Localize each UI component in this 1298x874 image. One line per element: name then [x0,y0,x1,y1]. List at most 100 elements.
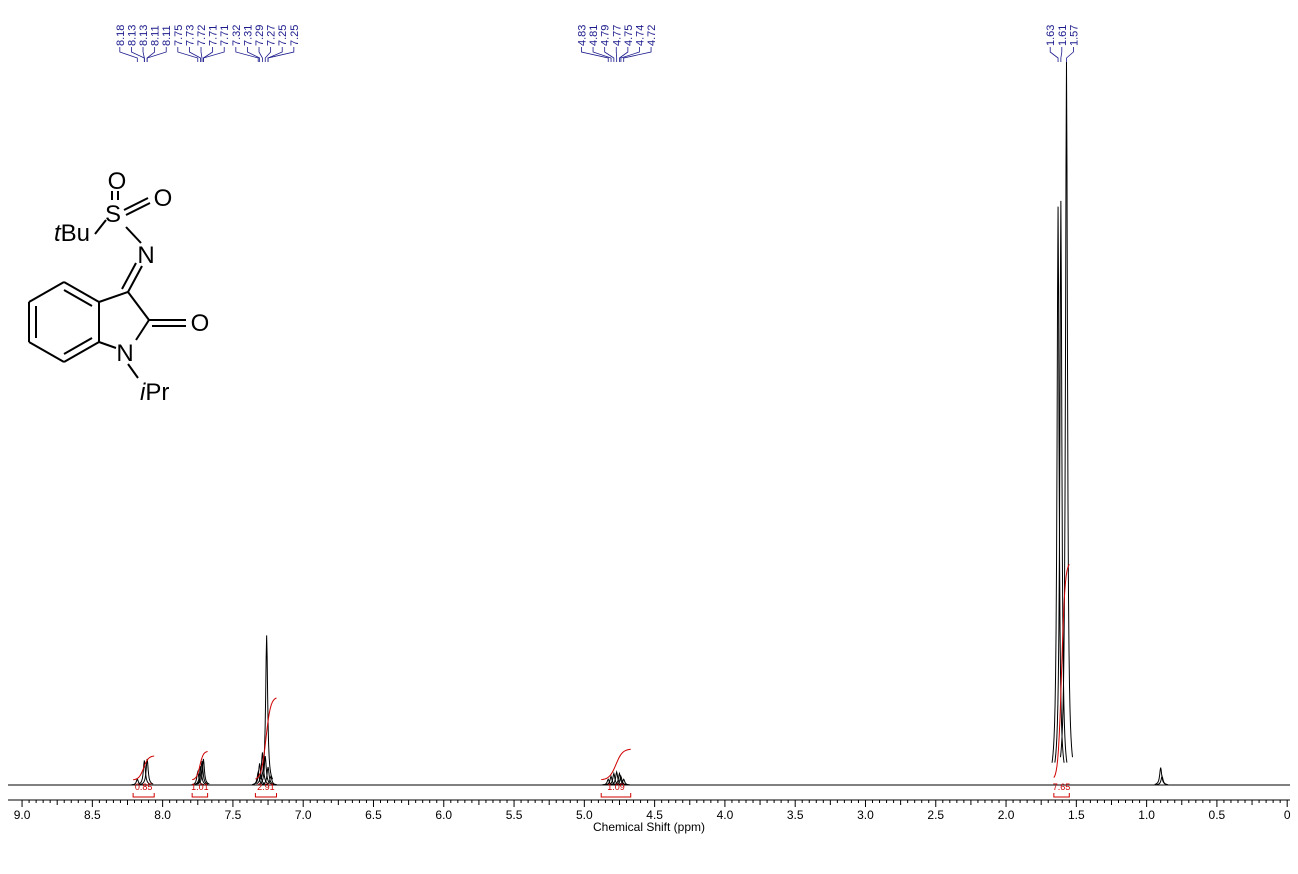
integral-bracket [191,793,209,798]
x-tick-label: 3.0 [857,808,874,822]
molecule: O S O N O N tBu iPr [28,168,210,406]
x-tick-label: 4.0 [717,808,734,822]
substituent-part: t [54,220,62,247]
atom: O [191,310,210,337]
peak-label: 7.25 [277,25,289,46]
peak-label-connector [177,47,199,62]
integral-curve [1053,564,1070,778]
peak [260,635,274,780]
bond [28,281,65,303]
peak-label-connector [202,47,225,62]
bond [98,291,129,303]
atom: S [105,201,121,228]
peak-label: 7.27 [266,25,278,46]
atom: O [108,168,127,195]
integral-curve [133,755,155,781]
substituent-part: Bu [61,220,90,247]
substituent-part: Pr [145,379,169,406]
peak-label: 4.83 [576,25,588,46]
peak-label: 7.73 [184,25,196,46]
atom: N [116,340,133,367]
peak [140,758,154,785]
peak-label-connector [131,47,145,62]
bond [125,226,142,244]
peak-label-connector [142,47,145,62]
integral-label: 2.91 [257,782,275,792]
x-tick-label: 6.5 [365,808,382,822]
integral-label: 7.65 [1053,782,1071,792]
peak-label: 4.75 [623,25,635,46]
x-tick-label: 3.5 [787,808,804,822]
bond [63,341,100,363]
peak [197,758,210,785]
peak-label: 7.32 [231,25,243,46]
integral-bracket [132,793,155,798]
peak-label-connector [189,47,201,62]
peak-label: 4.74 [634,25,646,46]
x-tick-label: 0.5 [1209,808,1226,822]
peak [1054,200,1068,763]
integral-bracket [254,793,277,798]
x-tick-label: 2.5 [927,808,944,822]
peak-label-connector [200,47,203,62]
peak-label: 8.13 [126,25,138,46]
peak-label-connector [146,47,156,62]
x-tick-label: 2.0 [998,808,1015,822]
peak-label: 4.72 [646,25,658,46]
bond [121,262,137,290]
substituent-part: i [140,379,146,406]
x-tick-label: 5.5 [506,808,523,822]
peak-label-connector [267,47,295,62]
peak-label-connector [1060,47,1063,62]
bond [94,219,107,235]
peak-label: 8.11 [150,25,162,46]
x-tick-label: 1.0 [1138,808,1155,822]
bond [127,363,139,379]
integral-label: 1.09 [607,782,625,792]
peak-label-connector [619,47,629,62]
bond [63,337,93,355]
peak-label-connector [1066,47,1074,62]
integral-curve [255,697,277,780]
x-tick-label: 8.0 [154,808,171,822]
peak-label-connector [235,47,259,62]
peak-label: 7.31 [242,25,254,46]
substituent: iPr [140,379,169,406]
bond [123,197,149,211]
peak-label-connector [264,47,272,62]
bond [28,341,65,363]
peak-label: 7.71 [208,25,220,46]
x-tick-label: 7.0 [295,808,312,822]
integral-bracket [600,793,632,798]
atom: N [137,242,154,269]
peak-label-connector [247,47,261,62]
integral-curve [601,748,631,781]
peak-label: 7.25 [289,25,301,46]
peak-label-connector [202,47,214,62]
peak-label-connector [581,47,609,62]
peak-label-connector [267,47,283,62]
peak-label-connector [592,47,612,62]
bond [125,202,151,216]
peak-label-connector [1049,47,1059,62]
peak-label-connector [146,47,167,62]
atom: O [154,185,173,212]
peak [138,760,151,785]
x-tick-label: 5.0 [576,808,593,822]
peak [256,752,269,785]
peak-label-connector [258,47,263,62]
peak-label: 1.57 [1068,25,1080,46]
bond [135,319,150,341]
peak [261,766,275,785]
peak [614,774,627,786]
x-tick-label: 8.5 [84,808,101,822]
peak-label: 1.63 [1045,25,1057,46]
peak-label: 7.71 [219,25,231,46]
x-tick-label: 1.5 [1068,808,1085,822]
peak [617,778,630,786]
x-tick-label: 7.5 [225,808,242,822]
peak [195,761,209,785]
peak [264,774,277,786]
x-axis-title: Chemical Shift (ppm) [593,820,705,834]
